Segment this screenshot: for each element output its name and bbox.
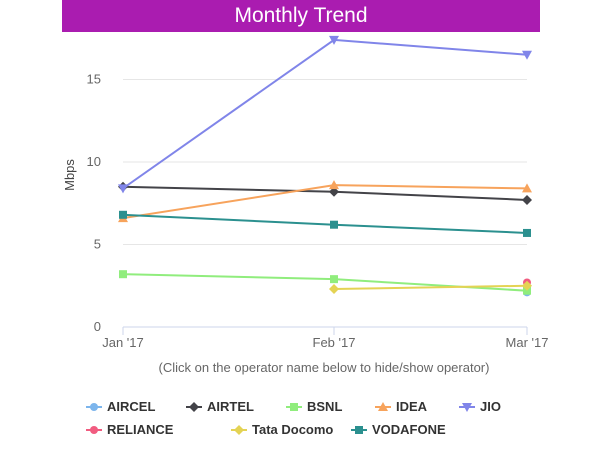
series-line-bsnl [122,273,528,292]
series-line-airtel [122,185,528,201]
data-point-bsnl [330,275,338,284]
series-jio [118,35,532,194]
legend-item-idea[interactable]: IDEA [375,399,428,414]
y-tick-label: 10 [87,154,101,169]
data-point-vodafone [330,220,338,229]
legend-label: IDEA [396,399,428,414]
data-point-idea [522,183,532,193]
legend-marker [234,425,244,435]
legend-item-airtel[interactable]: AIRTEL [186,399,254,414]
x-tick-label: Mar '17 [506,335,549,350]
series-bsnl [119,270,531,295]
series-line-tata-docomo [333,284,528,291]
series-lines [118,35,532,297]
y-tick-label: 15 [87,72,101,87]
legend-label: Tata Docomo [252,422,333,437]
legend-marker [90,426,98,434]
x-tick-label: Jan '17 [102,335,144,350]
legend-item-bsnl[interactable]: BSNL [286,399,342,414]
legend-label: BSNL [307,399,342,414]
legend-label: RELIANCE [107,422,174,437]
data-point-tata-docomo [329,284,339,295]
legend-marker [90,403,98,411]
legend-label: AIRTEL [207,399,254,414]
chart-hint-text: (Click on the operator name below to hid… [159,360,490,375]
legend-item-vodafone[interactable]: VODAFONE [351,422,446,437]
series-line-vodafone [122,213,528,234]
data-point-idea [329,180,339,190]
chart-title-banner: Monthly Trend [62,0,540,32]
legend-marker [462,403,472,412]
data-point-jio [522,50,532,60]
legend-label: JIO [480,399,501,414]
y-axis-title: Mbps [62,159,77,191]
legend: AIRCEL AIRTEL BSNL IDEA JIO RELIANCE Tata Doco… [86,399,501,437]
legend-label: AIRCEL [107,399,155,414]
data-point-vodafone [119,210,127,219]
series-idea [118,180,532,223]
y-tick-label: 0 [94,319,101,334]
legend-marker [189,402,199,412]
legend-item-aircel[interactable]: AIRCEL [86,399,155,414]
data-point-jio [329,35,339,45]
series-airtel [118,181,532,205]
legend-marker [378,402,388,411]
data-point-airtel [522,194,532,205]
legend-item-reliance[interactable]: RELIANCE [86,422,174,437]
legend-marker [290,403,298,411]
axes: Mbps (Click on the operator name below t… [62,72,548,376]
series-tata-docomo [329,280,532,295]
grid-lines [123,79,527,328]
data-point-vodafone [523,228,531,237]
data-point-jio [118,184,128,194]
legend-label: VODAFONE [372,422,446,437]
series-vodafone [119,210,531,237]
data-point-bsnl [119,270,127,279]
data-point-airtel [329,186,339,197]
y-tick-label: 5 [94,237,101,252]
legend-item-jio[interactable]: JIO [459,399,501,414]
chart-title: Monthly Trend [234,4,368,27]
x-tick-label: Feb '17 [313,335,356,350]
data-point-tata-docomo [522,280,532,291]
legend-marker [355,426,363,434]
series-line-jio [122,38,528,190]
series-line-idea [122,184,528,220]
legend-item-tata-docomo[interactable]: Tata Docomo [231,422,333,437]
